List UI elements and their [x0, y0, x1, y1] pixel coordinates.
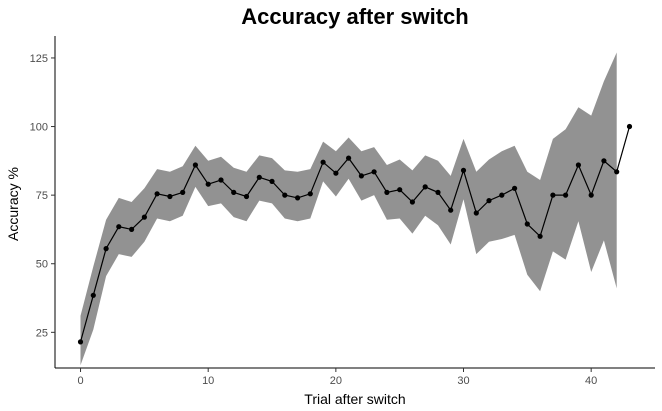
- y-tick-label: 75: [36, 190, 48, 202]
- data-point: [460, 167, 467, 173]
- data-point: [167, 193, 173, 200]
- axes: [54, 36, 655, 369]
- data-point: [333, 170, 339, 176]
- data-point: [626, 123, 633, 130]
- data-point: [307, 191, 313, 197]
- data-point: [154, 191, 160, 197]
- data-point: [435, 189, 441, 195]
- x-axis-ticks: 0 10 20 30 40: [77, 368, 597, 387]
- data-point: [282, 192, 288, 198]
- data-point: [601, 158, 607, 164]
- data-point: [218, 177, 224, 183]
- x-tick-label: 40: [585, 375, 597, 387]
- data-point: [141, 214, 147, 220]
- data-point: [180, 189, 186, 195]
- data-point: [192, 162, 198, 168]
- data-point: [575, 162, 582, 168]
- data-point: [537, 233, 543, 239]
- chart-title: Accuracy after switch: [241, 4, 468, 29]
- data-point: [320, 159, 326, 165]
- data-point: [473, 210, 479, 216]
- data-point: [371, 169, 377, 175]
- data-point: [256, 174, 262, 180]
- confidence-ribbon-layer: [80, 52, 617, 366]
- data-point: [511, 185, 518, 191]
- data-point: [588, 192, 594, 198]
- y-tick-label: 50: [36, 259, 48, 271]
- y-axis-label: Accuracy %: [5, 167, 21, 241]
- data-point: [77, 339, 84, 345]
- data-point: [563, 192, 569, 198]
- data-point: [346, 155, 352, 161]
- data-point: [90, 292, 96, 298]
- data-point: [103, 246, 109, 252]
- y-tick-label: 125: [30, 53, 48, 65]
- data-point: [269, 178, 275, 184]
- data-point: [116, 224, 122, 230]
- data-point: [409, 199, 415, 205]
- data-point: [384, 189, 390, 195]
- data-point: [422, 184, 428, 190]
- data-point: [205, 181, 211, 187]
- data-point: [129, 226, 135, 232]
- y-axis-ticks: 25 50 75 100 125: [30, 53, 55, 339]
- data-points-layer: [77, 123, 633, 345]
- data-point: [358, 173, 364, 179]
- data-point: [448, 207, 454, 213]
- confidence-ribbon: [80, 52, 617, 366]
- data-point: [397, 187, 403, 193]
- x-tick-label: 20: [330, 375, 342, 387]
- data-point: [550, 192, 556, 198]
- data-point: [243, 193, 250, 200]
- y-tick-label: 100: [30, 122, 48, 134]
- data-point: [295, 195, 301, 201]
- data-point: [231, 189, 237, 195]
- x-axis-label: Trial after switch: [304, 391, 405, 407]
- data-point: [486, 198, 492, 204]
- data-point: [614, 169, 620, 175]
- x-tick-label: 30: [457, 375, 469, 387]
- data-point: [524, 221, 530, 227]
- y-tick-label: 25: [36, 327, 48, 339]
- x-tick-label: 0: [77, 375, 83, 387]
- data-point: [499, 192, 505, 198]
- x-tick-label: 10: [202, 375, 214, 387]
